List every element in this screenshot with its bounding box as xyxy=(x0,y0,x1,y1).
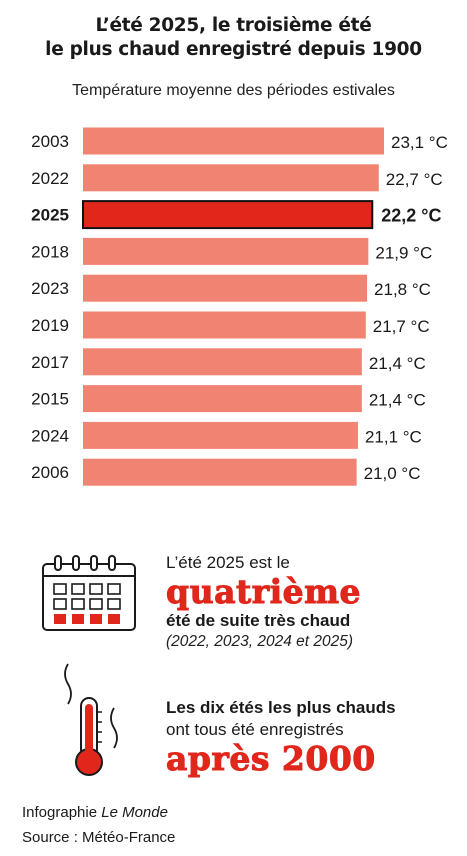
bar-2018 xyxy=(83,237,369,265)
fact1-lead: L’été 2025 est le xyxy=(166,553,290,572)
fact2-bold: Les dix étés les plus chauds xyxy=(166,698,396,717)
credit-source: Source : Météo-France xyxy=(22,829,176,846)
credits: Infographie Le Monde Source : Météo-Fran… xyxy=(22,800,175,850)
value-label-2019: 21,7 °C xyxy=(373,317,430,336)
category-label-2018: 2018 xyxy=(31,242,69,261)
value-label-2023: 21,8 °C xyxy=(374,280,431,299)
bar-2017 xyxy=(83,348,362,376)
chart-title: L’été 2025, le troisième été le plus cha… xyxy=(0,14,467,62)
value-label-2003: 23,1 °C xyxy=(391,133,448,152)
bar-2006 xyxy=(83,458,357,486)
bar-2003 xyxy=(83,127,384,155)
calendar-icon xyxy=(42,555,136,631)
fact1-emphasis: quatrième xyxy=(166,572,362,611)
category-label-2022: 2022 xyxy=(31,169,69,188)
credit-outlet: Le Monde xyxy=(101,804,168,821)
bar-2024 xyxy=(83,421,358,449)
category-label-2006: 2006 xyxy=(31,463,69,482)
credit-infographie: Infographie Le Monde xyxy=(22,800,175,825)
bar-chart: 2003 23,1 °C 2022 22,7 °C 2025 22,2 °C 2018 21,… xyxy=(31,127,448,486)
bar-2025 xyxy=(82,200,374,230)
value-label-2025: 22,2 °C xyxy=(381,206,441,226)
title-line-2: le plus chaud enregistré depuis 1900 xyxy=(45,39,422,60)
chart-subtitle: Température moyenne des périodes estival… xyxy=(72,82,395,99)
bar-2022 xyxy=(83,164,379,192)
bar-2015 xyxy=(83,385,362,413)
value-label-2006: 21,0 °C xyxy=(364,464,421,483)
category-label-2019: 2019 xyxy=(31,316,69,335)
thermometer-icon xyxy=(64,663,118,776)
credit-label: Infographie xyxy=(22,804,98,821)
value-label-2018: 21,9 °C xyxy=(375,243,432,262)
value-label-2017: 21,4 °C xyxy=(369,354,426,373)
category-label-2017: 2017 xyxy=(31,353,69,372)
fact2-lead: ont tous été enregistrés xyxy=(166,720,344,739)
category-label-2003: 2003 xyxy=(31,132,69,151)
title-line-1: L’été 2025, le troisième été xyxy=(95,15,372,36)
bar-2019 xyxy=(83,311,366,339)
fact-fourth-summer: L’été 2025 est le quatrième été de suite… xyxy=(166,552,456,652)
fact-after-2000: Les dix étés les plus chauds ont tous ét… xyxy=(166,697,456,777)
fact2-emphasis: après 2000 xyxy=(166,739,376,778)
value-label-2024: 21,1 °C xyxy=(365,427,422,446)
value-label-2022: 22,7 °C xyxy=(386,170,443,189)
category-label-2023: 2023 xyxy=(31,279,69,298)
fact1-bold: été de suite très chaud xyxy=(166,611,351,630)
category-label-2015: 2015 xyxy=(31,390,69,409)
bar-2023 xyxy=(83,274,368,302)
fact1-note: (2022, 2023, 2024 et 2025) xyxy=(166,633,354,650)
value-label-2015: 21,4 °C xyxy=(369,391,426,410)
category-label-2025: 2025 xyxy=(31,206,69,225)
category-label-2024: 2024 xyxy=(31,426,69,445)
